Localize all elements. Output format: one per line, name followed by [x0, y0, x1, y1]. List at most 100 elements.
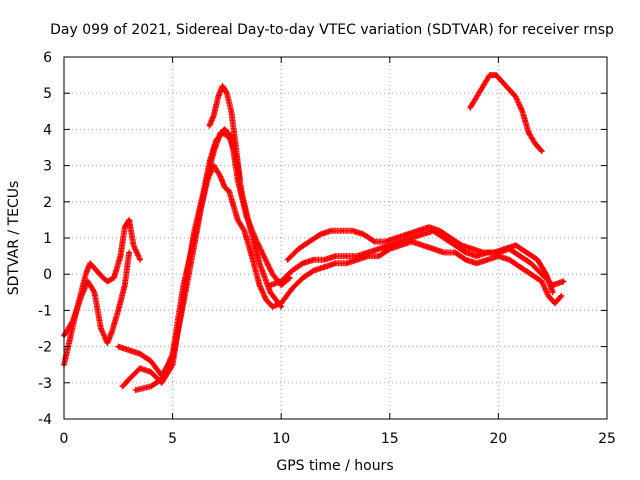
data-point [540, 279, 544, 283]
data-point [351, 229, 355, 233]
data-point [149, 370, 153, 374]
y-tick-label: -4 [38, 412, 52, 428]
data-point [171, 363, 175, 367]
data-point [501, 80, 505, 84]
data-point [420, 243, 424, 247]
x-tick-label: 20 [489, 431, 507, 447]
series-markers [61, 216, 143, 368]
data-point [373, 240, 377, 244]
series-track-d [119, 130, 285, 390]
series-markers [119, 130, 285, 390]
data-point [453, 251, 457, 254]
data-point [460, 243, 463, 247]
series-markers [467, 72, 545, 155]
data-point [481, 84, 485, 88]
y-tick-label: -3 [38, 376, 52, 392]
series-track-h [278, 238, 565, 307]
data-point [405, 232, 409, 236]
data-point [297, 247, 301, 251]
grid [64, 57, 607, 419]
y-tick-label: 3 [43, 159, 52, 175]
data-point [149, 384, 153, 388]
data-point [562, 279, 566, 283]
x-axis-label: GPS time / hours [276, 458, 393, 474]
data-point [427, 225, 431, 229]
data-point [286, 258, 290, 262]
series-track-f [206, 83, 243, 184]
data-point [388, 247, 392, 251]
data-point [138, 352, 142, 356]
series-track-i [284, 224, 556, 296]
data-point [290, 287, 294, 291]
data-point [546, 294, 550, 298]
data-point [494, 73, 498, 77]
data-point [84, 272, 88, 276]
data-point [99, 327, 103, 330]
data-point [438, 229, 442, 233]
data-point [503, 247, 507, 251]
series-track-j [467, 72, 545, 155]
y-tick-label: 4 [43, 122, 52, 138]
data-point [192, 236, 196, 240]
data-point [88, 261, 92, 265]
data-point [249, 251, 253, 254]
data-point [271, 305, 274, 309]
data-point [384, 240, 387, 244]
data-point [420, 232, 424, 236]
series-track-b [61, 249, 133, 346]
data-point [410, 240, 413, 244]
data-point [377, 254, 381, 258]
data-point [79, 294, 83, 298]
data-point [318, 232, 322, 236]
data-point [253, 236, 257, 240]
data-point [110, 330, 114, 334]
data-point [475, 95, 479, 99]
data-point [271, 272, 274, 276]
data-point [312, 269, 316, 273]
y-tick-label: -1 [38, 303, 52, 319]
data-point [258, 283, 261, 287]
data-point [71, 319, 75, 323]
data-point [540, 149, 544, 153]
data-point [488, 73, 492, 77]
x-tick-label: 25 [598, 431, 616, 447]
data-point [208, 167, 211, 171]
data-point [127, 348, 131, 352]
x-tick-label: 15 [381, 431, 399, 447]
data-point [112, 276, 116, 280]
data-point [559, 294, 563, 298]
data-point [377, 247, 381, 251]
data-point [212, 149, 216, 153]
data-point [92, 290, 96, 294]
data-point [453, 243, 457, 247]
data-point [234, 142, 238, 146]
data-point [468, 106, 472, 110]
data-point [399, 243, 403, 247]
data-point [394, 236, 398, 240]
data-point [442, 251, 446, 254]
data-point [544, 272, 548, 276]
x-tick-label: 5 [168, 431, 177, 447]
data-point [149, 359, 153, 363]
data-point [507, 258, 511, 262]
data-point [514, 95, 518, 99]
data-point [138, 366, 142, 370]
data-point [464, 258, 468, 262]
data-point [301, 261, 305, 265]
data-point [86, 279, 90, 283]
data-point [527, 131, 531, 135]
data-point [101, 276, 105, 280]
data-point [344, 254, 348, 258]
series-track-e [132, 126, 293, 393]
data-point [105, 279, 109, 283]
data-point [160, 377, 164, 381]
data-point [496, 254, 500, 258]
y-tick-label: 6 [43, 50, 52, 66]
data-point [123, 225, 127, 229]
series-track-g [267, 227, 567, 289]
data-point [323, 265, 327, 269]
data-point [518, 265, 522, 269]
data-point [223, 185, 227, 189]
data-point [355, 254, 359, 258]
